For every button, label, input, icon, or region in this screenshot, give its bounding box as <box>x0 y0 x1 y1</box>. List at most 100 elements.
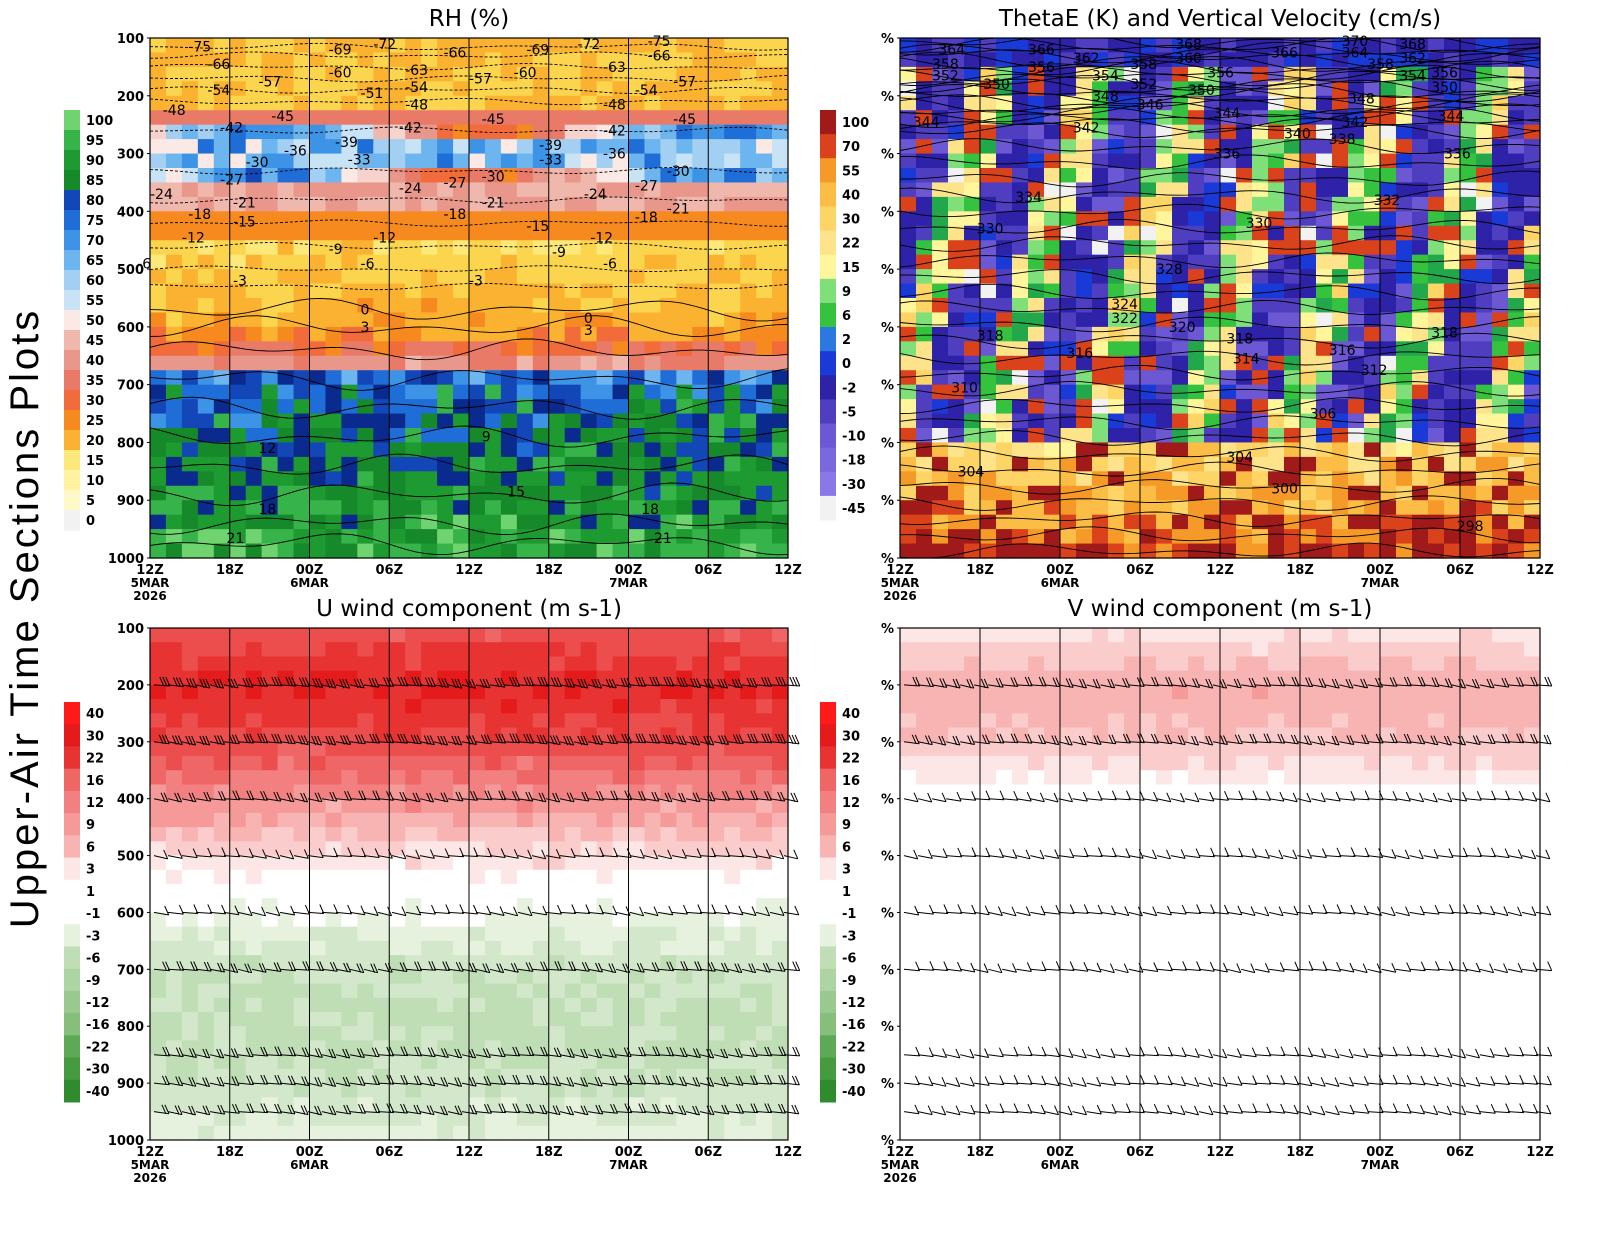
field-cell <box>501 414 518 429</box>
field-cell <box>660 471 677 486</box>
field-cell <box>772 656 789 671</box>
contour-label: 352 <box>1130 77 1157 93</box>
field-cell <box>357 856 374 871</box>
field-cell <box>676 1055 693 1070</box>
field-cell <box>294 841 311 856</box>
field-cell <box>230 1112 247 1127</box>
field-cell <box>214 284 231 299</box>
field-cell <box>485 671 502 686</box>
field-cell <box>214 298 231 313</box>
field-cell <box>437 1040 454 1055</box>
field-cell <box>166 998 183 1013</box>
field-cell <box>246 110 263 125</box>
field-cell <box>325 399 342 414</box>
field-cell <box>581 125 598 140</box>
field-cell <box>1268 529 1285 544</box>
field-cell <box>1076 154 1093 169</box>
field-cell <box>772 998 789 1013</box>
field-cell <box>437 1026 454 1041</box>
field-cell <box>325 628 342 643</box>
field-cell <box>740 827 757 842</box>
field-cell <box>150 1126 167 1141</box>
field-cell <box>724 756 741 771</box>
field-cell <box>1412 486 1429 501</box>
field-cell <box>708 870 725 885</box>
contour-label: -27 <box>635 178 658 194</box>
field-cell <box>740 154 757 169</box>
field-cell <box>724 255 741 270</box>
field-cell <box>1524 168 1541 183</box>
field-cell <box>1012 298 1029 313</box>
colorbar-label: 55 <box>842 164 860 179</box>
field-cell <box>708 110 725 125</box>
field-cell <box>166 884 183 899</box>
field-cell <box>708 544 725 559</box>
field-cell <box>437 341 454 356</box>
contour-label: 21 <box>654 531 672 547</box>
field-cell <box>150 255 167 270</box>
field-cell <box>708 898 725 913</box>
field-cell <box>1188 442 1205 457</box>
field-cell <box>198 284 215 299</box>
colorbar-swatch <box>820 110 836 135</box>
field-cell <box>1476 298 1493 313</box>
contour-label: -30 <box>482 170 505 186</box>
field-cell <box>405 628 422 643</box>
field-cell <box>421 813 438 828</box>
field-cell <box>453 500 470 515</box>
field-cell <box>214 240 231 255</box>
field-cell <box>437 927 454 942</box>
field-cell <box>644 756 661 771</box>
field-cell <box>262 756 279 771</box>
field-cell <box>900 255 917 270</box>
field-cell <box>900 168 917 183</box>
field-cell <box>294 428 311 443</box>
field-cell <box>294 884 311 899</box>
field-cell <box>182 370 199 385</box>
field-cell <box>405 1083 422 1098</box>
field-cell <box>660 671 677 686</box>
field-cell <box>1396 255 1413 270</box>
field-cell <box>501 1083 518 1098</box>
field-cell <box>644 399 661 414</box>
field-cell <box>501 728 518 743</box>
field-cell <box>1108 457 1125 472</box>
field-cell <box>613 515 630 530</box>
field-cell <box>1204 385 1221 400</box>
field-cell <box>644 813 661 828</box>
field-cell <box>1012 515 1029 530</box>
field-cell <box>980 182 997 197</box>
field-cell <box>1188 356 1205 371</box>
field-cell <box>310 770 327 785</box>
field-cell <box>421 154 438 169</box>
field-cell <box>629 226 646 241</box>
field-cell <box>1380 486 1397 501</box>
field-cell <box>341 486 358 501</box>
field-cell <box>1300 529 1317 544</box>
field-cell <box>549 813 566 828</box>
field-cell <box>549 998 566 1013</box>
field-cell <box>1252 385 1269 400</box>
contour-label: -36 <box>603 147 626 163</box>
field-cell <box>469 544 486 559</box>
field-cell <box>182 628 199 643</box>
field-cell <box>533 898 550 913</box>
field-cell <box>1252 96 1269 111</box>
field-cell <box>517 699 534 714</box>
field-cell <box>756 182 773 197</box>
field-cell <box>469 1012 486 1027</box>
field-cell <box>1476 442 1493 457</box>
field-cell <box>549 1055 566 1070</box>
field-cell <box>501 312 518 327</box>
y-tick-label: % <box>881 205 894 220</box>
field-cell <box>469 1126 486 1141</box>
field-cell <box>485 870 502 885</box>
field-cell <box>1236 414 1253 429</box>
field-cell <box>708 756 725 771</box>
field-cell <box>150 356 167 371</box>
field-cell <box>230 327 247 342</box>
field-cell <box>325 471 342 486</box>
field-cell <box>581 471 598 486</box>
field-cell <box>389 298 406 313</box>
contour-label: 352 <box>932 69 959 85</box>
